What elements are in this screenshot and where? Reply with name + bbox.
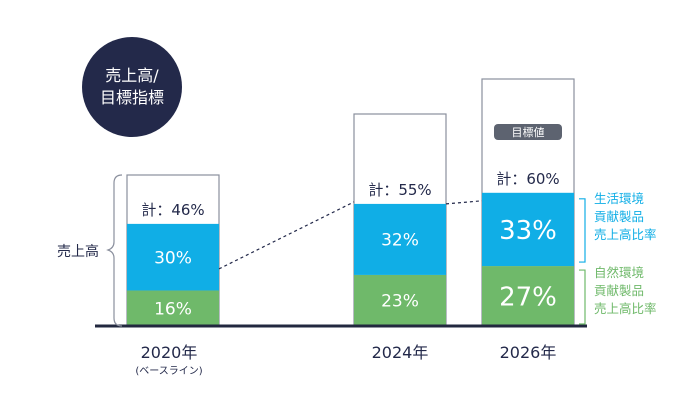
total-label-2: 計：60%: [496, 170, 559, 188]
trend-connector-1: [445, 200, 483, 205]
bar-green-2: [482, 266, 574, 326]
green-value-label-1: 23%: [381, 292, 419, 312]
x-tick-label-0: 2020年: [141, 343, 198, 362]
legend-blue-label: 生活環境貢献製品売上高比率: [594, 191, 657, 242]
total-label-1: 計：55%: [368, 181, 431, 199]
blue-value-label-2: 33%: [499, 216, 557, 246]
bar-blue-1: [354, 203, 446, 275]
legend-bracket-blue: [579, 198, 586, 263]
green-value-label-2: 27%: [499, 282, 557, 312]
indicator-line2: 目標指標: [99, 88, 164, 107]
green-value-label-0: 16%: [154, 299, 192, 319]
bar-green-0: [127, 290, 219, 326]
bar-blue-0: [127, 223, 219, 291]
legend-bracket-green: [579, 269, 586, 325]
trend-connector-0: [218, 201, 355, 270]
y-axis-label: 売上高: [57, 243, 99, 260]
target-tag: [494, 124, 562, 140]
indicator-line1: 売上高/: [105, 66, 159, 85]
x-tick-sublabel-0: (ベースライン): [135, 365, 202, 377]
total-label-0: 計：46%: [141, 201, 204, 219]
target-tag-label: 目標値: [512, 125, 545, 139]
blue-value-label-0: 30%: [154, 248, 192, 268]
bar-blue-2: [482, 192, 574, 267]
y-bracket: [106, 174, 123, 327]
blue-value-label-1: 32%: [381, 231, 419, 251]
x-tick-label-1: 2024年: [372, 343, 429, 362]
legend-green-label: 自然環境貢献製品売上高比率: [594, 265, 657, 316]
bar-green-1: [354, 274, 446, 326]
indicator-badge: 売上高/ 目標指標: [82, 37, 182, 137]
x-tick-label-2: 2026年: [500, 343, 557, 362]
